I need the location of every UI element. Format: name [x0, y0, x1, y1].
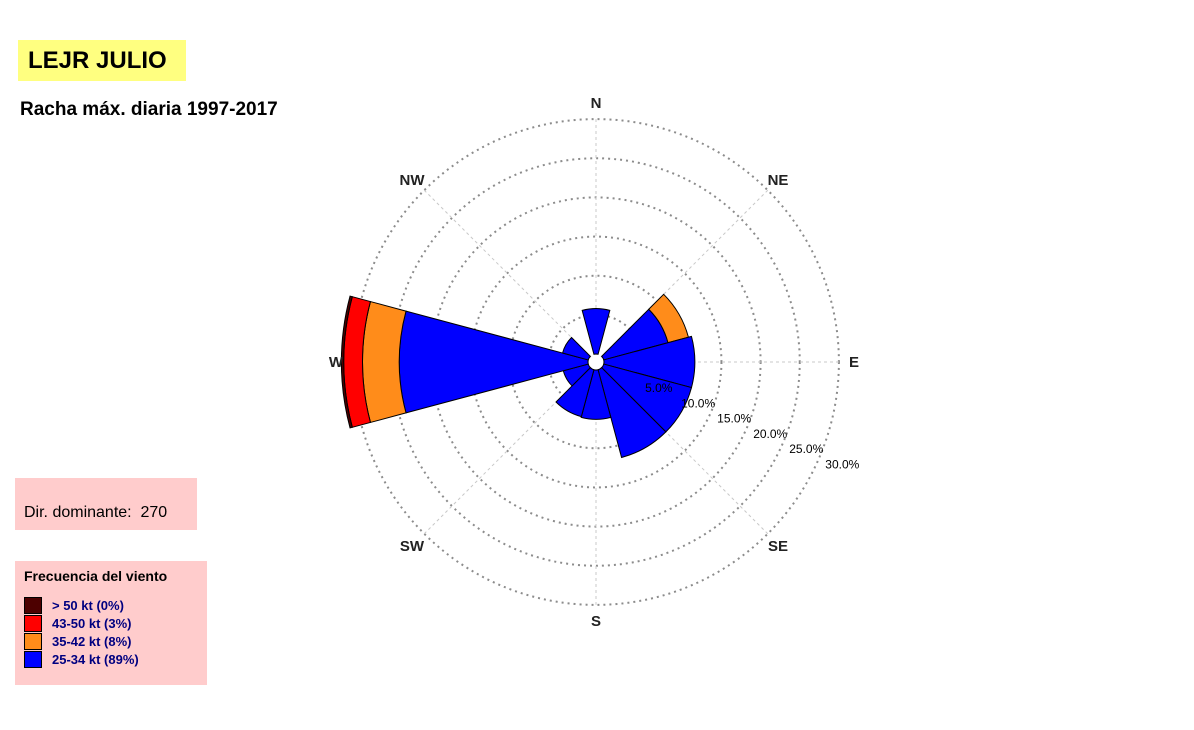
chart-subtitle: Racha máx. diaria 1997-2017 [20, 99, 278, 120]
grid-spoke [595, 361, 769, 535]
grid-spoke [595, 189, 769, 363]
ring-label: 10.0% [681, 396, 715, 410]
direction-label: W [329, 354, 344, 371]
rose-sector [597, 366, 667, 459]
rose-center [589, 355, 603, 369]
rose-sector [361, 300, 407, 424]
grid-spoke [423, 361, 597, 535]
legend-label: 35-42 kt (8%) [52, 633, 132, 649]
legend-item: > 50 kt (0%) [24, 596, 207, 614]
legend-swatch [24, 614, 42, 632]
legend-label: 25-34 kt (89%) [52, 651, 139, 667]
rose-sector [581, 308, 611, 355]
legend-swatch [24, 596, 42, 614]
grid-spoke [423, 189, 597, 363]
legend: Frecuencia del viento > 50 kt (0%) 43-50… [15, 561, 207, 685]
legend-item: 25-34 kt (89%) [24, 650, 207, 668]
legend-title: Frecuencia del viento [24, 568, 168, 584]
dominant-direction-label: Dir. dominante: [24, 504, 132, 521]
legend-label: > 50 kt (0%) [52, 597, 124, 613]
direction-label: E [849, 354, 859, 371]
ring-label: 5.0% [645, 381, 673, 395]
chart-title: LEJR JULIO [18, 40, 186, 81]
grid-ring [469, 235, 723, 489]
legend-swatch [24, 632, 42, 650]
rose-sector [555, 366, 595, 418]
direction-label: N [591, 95, 602, 112]
dominant-direction-box: Dir. dominante: 270 [15, 478, 197, 530]
direction-label: SW [400, 538, 425, 555]
direction-label: S [591, 613, 601, 630]
ring-label: 25.0% [789, 442, 823, 456]
legend-label: 43-50 kt (3%) [52, 615, 132, 631]
ring-label: 30.0% [825, 457, 859, 471]
rose-sectors [340, 293, 696, 459]
legend-item: 43-50 kt (3%) [24, 614, 207, 632]
ring-label: 15.0% [717, 412, 751, 426]
legend-swatch [24, 650, 42, 668]
rose-sector [340, 295, 353, 429]
direction-label: NE [768, 172, 789, 189]
dominant-direction-value: 270 [140, 504, 168, 521]
direction-label: NW [400, 172, 426, 189]
rose-sector [603, 335, 696, 389]
grid-ring [391, 157, 801, 567]
rose-sector [561, 336, 592, 361]
direction-labels: N NE E SE S SW W NW [329, 95, 859, 630]
ring-labels: 5.0% 10.0%15.0%20.0%25.0%30.0% [645, 381, 860, 471]
direction-label: SE [768, 538, 788, 555]
ring-label: 20.0% [753, 427, 787, 441]
legend-item: 35-42 kt (8%) [24, 632, 207, 650]
rose-sector [600, 363, 693, 433]
rose-sector [580, 369, 612, 420]
